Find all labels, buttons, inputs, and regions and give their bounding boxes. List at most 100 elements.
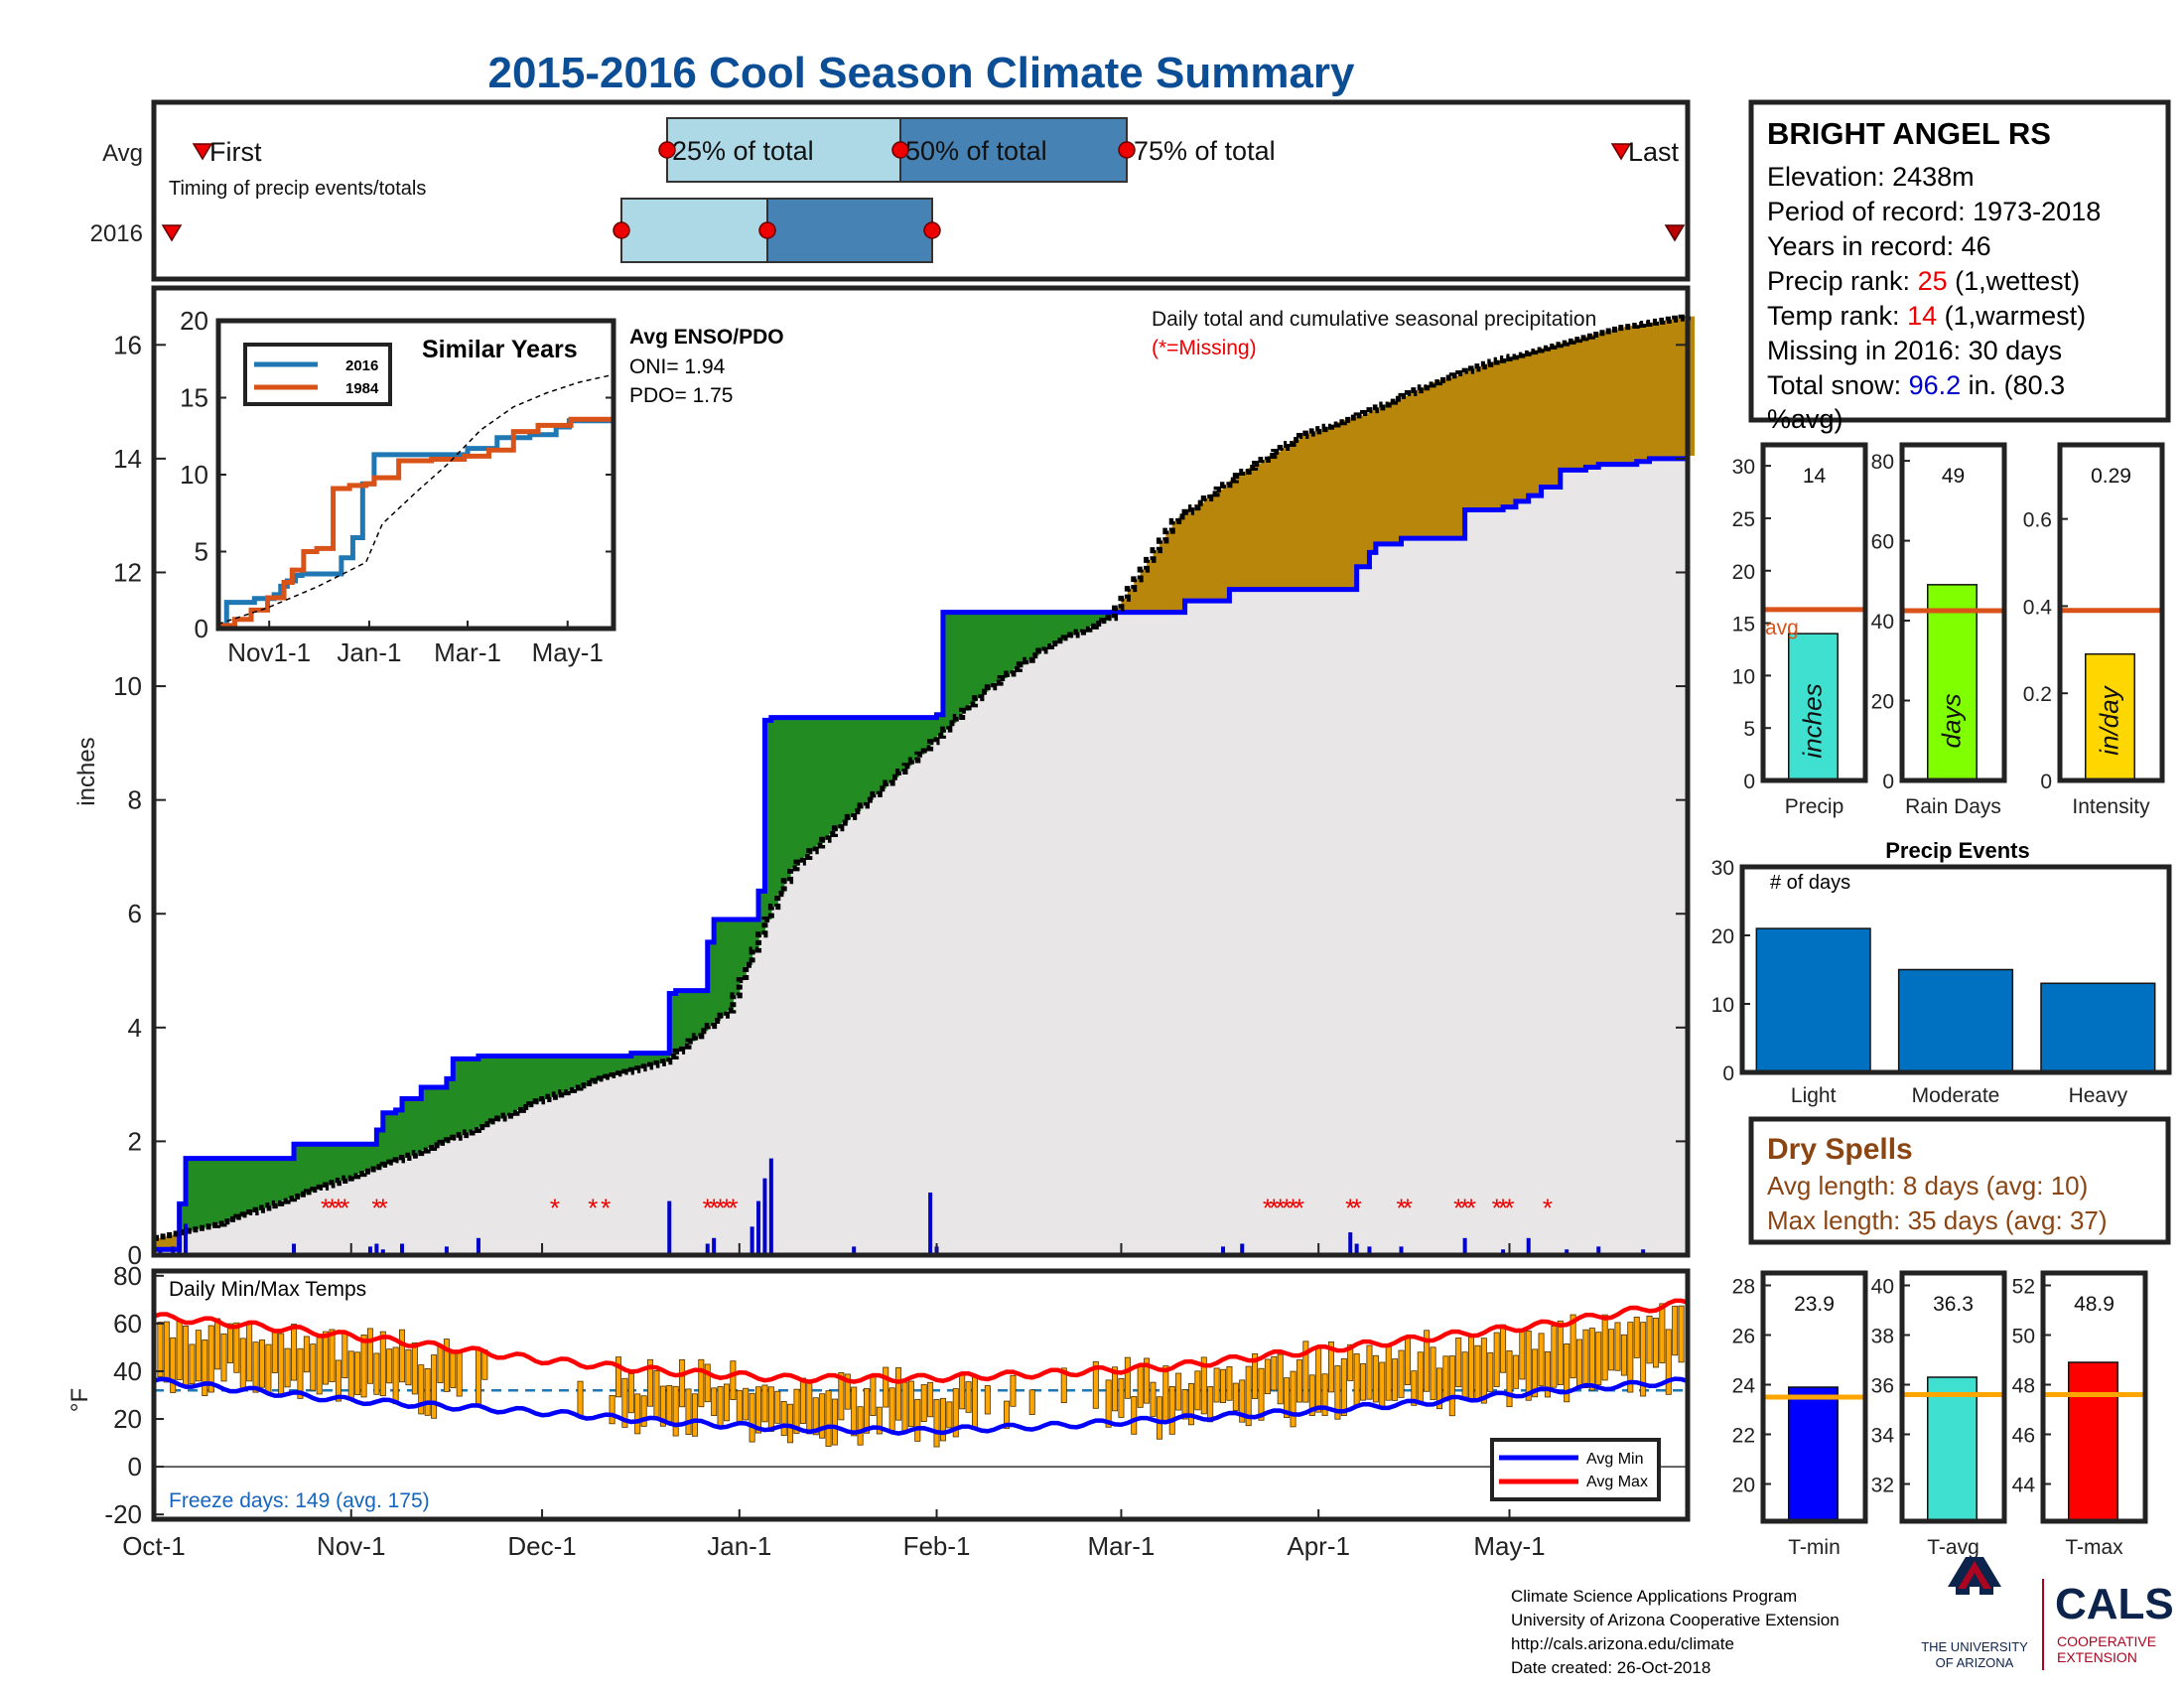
daily-temp-bar <box>1372 1354 1379 1403</box>
inset-legend-2016: 2016 <box>345 357 378 374</box>
temps-title: Daily Min/Max Temps <box>169 1278 366 1301</box>
precip-summary-1-bar <box>1927 584 1978 781</box>
daily-temp-bar <box>691 1393 698 1437</box>
missing-day-marker: * <box>1263 1193 1273 1222</box>
precip-diff-cell <box>205 1158 212 1227</box>
daily-temp-bar <box>437 1346 444 1384</box>
daily-temp-bar <box>946 1401 953 1429</box>
precip-summary-0-ytick-label: 20 <box>1732 561 1755 584</box>
precip-summary-0-value: 14 <box>1803 465 1827 488</box>
inset-xtick-label: Nov1-1 <box>227 637 311 667</box>
daily-temp-bar <box>851 1386 858 1437</box>
main-ytick-label: 10 <box>113 671 142 701</box>
precip-diff-cell <box>1490 361 1498 510</box>
daily-temp-bar <box>1207 1386 1214 1423</box>
temp-summary-2-ytick-label: 48 <box>2012 1375 2035 1398</box>
precip-diff-cell <box>974 612 983 699</box>
precip-events-ylabel: # of days <box>1770 872 1850 894</box>
precip-diff-cell <box>236 1158 244 1217</box>
precip-diff-cell <box>1554 345 1562 488</box>
timing-caption: Timing of precip events/totals <box>169 178 426 200</box>
precip-diff-cell <box>822 717 830 840</box>
daily-temp-bar <box>1112 1366 1119 1412</box>
daily-temp-bar <box>1461 1351 1468 1398</box>
precip-diff-cell <box>1401 395 1409 539</box>
missing-day-marker: * <box>1269 1193 1279 1222</box>
daily-temp-bar <box>323 1331 330 1385</box>
precip-diff-cell <box>1019 612 1026 665</box>
precip-summary-1-ytick-label: 40 <box>1871 611 1894 634</box>
footer-line-3: http://cals.arizona.edu/climate <box>1511 1634 1734 1653</box>
precip-diff-cell <box>1503 358 1511 507</box>
precip-diff-cell <box>981 612 989 692</box>
precip-diff-cell <box>1585 336 1593 468</box>
temp-summary-0-ytick-label: 28 <box>1732 1276 1755 1299</box>
precip-diff-cell <box>1572 340 1580 471</box>
daily-temp-bar <box>717 1386 724 1428</box>
station-info-box: BRIGHT ANGEL RS Elevation: 2438m Period … <box>1748 99 2171 434</box>
daily-precip-bar <box>1240 1243 1245 1255</box>
daily-temp-bar <box>1588 1328 1595 1391</box>
daily-precip-bar <box>1399 1246 1404 1255</box>
precip-diff-cell <box>733 918 741 996</box>
daily-temp-bar <box>1187 1383 1194 1426</box>
daily-temp-bar <box>614 1356 621 1398</box>
missing-day-marker: * <box>601 1193 611 1222</box>
daily-temp-bar <box>640 1395 647 1427</box>
temp-summary-0-ytick-label: 20 <box>1732 1475 1755 1497</box>
precip-summary-0-ytick-label: 10 <box>1732 665 1755 688</box>
precip-diff-cell <box>414 1098 422 1154</box>
daily-temp-bar <box>749 1392 755 1443</box>
precip-diff-cell <box>1363 413 1371 567</box>
precip-diff-cell <box>580 1056 588 1086</box>
precip-diff-cell <box>682 990 690 1047</box>
precip-diff-cell <box>962 612 970 711</box>
precip-diff-cell <box>1356 415 1364 567</box>
station-missing: Missing in 2016: 30 days <box>1767 336 2062 365</box>
precip-diff-cell <box>777 717 785 895</box>
precip-diff-cell <box>1298 435 1306 590</box>
precip-diff-cell <box>828 717 836 835</box>
inset-series-1984-line <box>218 416 614 629</box>
main-ytick-label: 2 <box>128 1126 142 1156</box>
daily-temp-bar <box>787 1403 794 1444</box>
daily-temp-bar <box>170 1337 177 1393</box>
main-missing-note: (*=Missing) <box>1152 337 1257 359</box>
precip-diff-cell <box>192 1158 200 1230</box>
precip-diff-cell <box>255 1158 263 1210</box>
daily-temp-bar <box>265 1343 272 1393</box>
daily-temp-bar <box>888 1387 895 1431</box>
daily-temp-bar <box>233 1322 240 1373</box>
daily-precip-bar <box>1462 1237 1467 1255</box>
daily-precip-bar <box>444 1246 449 1255</box>
daily-precip-bar <box>750 1226 754 1255</box>
daily-temp-bar <box>450 1350 457 1389</box>
precip-diff-cell <box>1458 372 1466 539</box>
precip-diff-cell <box>936 714 944 736</box>
precip-diff-cell <box>593 1056 601 1081</box>
precip-diff-cell <box>1662 320 1670 459</box>
precip-diff-cell <box>427 1086 435 1149</box>
temp-summary-2-bar <box>2068 1361 2118 1522</box>
precip-summary-panels: 0 5 10 15 20 25 30 14 Precip inches avg 0 20 40 60 80 49… <box>1732 442 2165 818</box>
precip-diff-cell <box>955 612 963 717</box>
timing-avg-dot-25 <box>658 141 676 159</box>
precip-events-bar-light <box>1755 927 1871 1073</box>
daily-temp-bar <box>207 1325 214 1393</box>
precip-diff-cell <box>1044 612 1052 646</box>
daily-temp-bar <box>310 1343 317 1391</box>
missing-day-marker: * <box>1453 1193 1463 1222</box>
daily-temp-bar <box>939 1397 946 1442</box>
precip-diff-cell <box>1311 431 1319 590</box>
temps-panel: -20 0 20 40 60 80 Daily Min/Max Temps °F Free… <box>67 1261 1691 1529</box>
cals-logo-text: CALS <box>2055 1580 2174 1628</box>
precip-diff-cell <box>930 717 938 743</box>
dry-spells-title: Dry Spells <box>1767 1133 1913 1166</box>
daily-temp-bar <box>965 1381 972 1413</box>
precip-diff-cell <box>421 1086 429 1151</box>
precip-diff-cell <box>891 717 899 777</box>
main-ytick-label: 4 <box>128 1013 142 1043</box>
daily-temp-bar <box>1150 1381 1157 1417</box>
daily-temp-bar <box>1296 1359 1302 1403</box>
precip-diff-cell <box>249 1158 257 1213</box>
